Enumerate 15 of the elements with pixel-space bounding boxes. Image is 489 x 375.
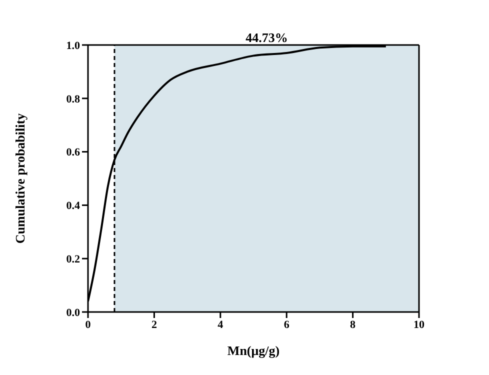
y-tick-label: 0.8 <box>66 93 80 106</box>
y-tick-label: 0.6 <box>66 146 80 159</box>
y-tick-label: 0.0 <box>66 306 80 319</box>
band-label: 44.73% <box>246 30 288 45</box>
y-tick-label: 1.0 <box>66 40 80 52</box>
y-tick-label: 0.2 <box>66 254 80 266</box>
x-tick-label: 0 <box>85 318 92 331</box>
x-tick-label: 8 <box>350 318 356 331</box>
y-tick-label: 0.4 <box>66 200 80 212</box>
y-axis-title: Cumulative probability <box>12 112 28 244</box>
x-tick-label: 10 <box>414 318 425 331</box>
x-tick-label: 4 <box>218 318 224 331</box>
x-tick-label: 2 <box>151 318 158 331</box>
x-axis-title: Mn(μg/g) <box>227 343 280 358</box>
x-tick-label: 6 <box>284 318 290 331</box>
